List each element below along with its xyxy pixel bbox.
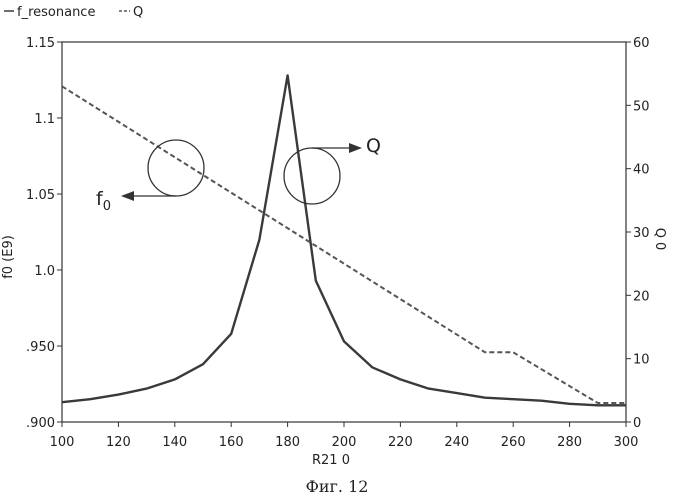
series-line-f-resonance (62, 75, 626, 405)
chart-figure: f_resonance Q 10012014016018020022024026… (0, 0, 675, 500)
y-left-axis-ticks: .900 .950 1.0 1.05 1.1 1.15 (26, 36, 62, 431)
y-left-axis-title: f0 (E9) (1, 235, 16, 279)
y-right-tick-label: 10 (633, 353, 650, 368)
x-tick-label: 160 (219, 435, 244, 450)
y-right-tick-label: 40 (633, 163, 650, 178)
x-tick-label: 180 (275, 435, 300, 450)
y-right-tick-label: 20 (633, 289, 650, 304)
annotation-f0-label: f0 (96, 188, 111, 214)
y-right-tick-label: 0 (633, 416, 641, 431)
series-layer (62, 75, 626, 405)
x-tick-label: 100 (50, 435, 75, 450)
x-axis-title: R21 0 (312, 453, 350, 468)
y-left-tick-label: .950 (26, 340, 55, 355)
annotation-q-arrowhead (349, 143, 362, 153)
x-tick-label: 200 (332, 435, 357, 450)
x-tick-label: 120 (106, 435, 131, 450)
y-left-tick-label: .900 (26, 416, 55, 431)
legend-label-f-resonance: f_resonance (17, 5, 95, 20)
y-right-tick-label: 30 (633, 226, 650, 241)
x-tick-label: 260 (501, 435, 526, 450)
y-right-tick-label: 50 (633, 99, 650, 114)
x-tick-label: 280 (557, 435, 582, 450)
y-left-tick-label: 1.0 (34, 264, 55, 279)
x-axis-ticks: 100 120 140 160 180 200 220 240 260 280 300 (50, 422, 639, 450)
x-tick-label: 140 (162, 435, 187, 450)
annotation-f0: f0 (96, 140, 204, 214)
x-tick-label: 300 (614, 435, 639, 450)
x-tick-label: 220 (388, 435, 413, 450)
annotation-q-circle (284, 148, 340, 204)
x-tick-label: 240 (444, 435, 469, 450)
legend-label-q: Q (133, 5, 143, 20)
annotation-q-label: Q (366, 135, 381, 157)
y-right-tick-label: 60 (633, 36, 650, 51)
legend: f_resonance Q (4, 5, 143, 20)
y-right-axis-ticks: 0 10 20 30 40 50 60 (626, 36, 650, 431)
y-right-axis-title: Q 0 (652, 228, 667, 251)
figure-caption: Фиг. 12 (306, 477, 369, 496)
y-left-tick-label: 1.05 (26, 188, 55, 203)
series-line-q (62, 86, 626, 403)
annotation-f0-arrowhead (121, 191, 134, 201)
plot-area (62, 42, 626, 422)
y-left-tick-label: 1.1 (34, 112, 55, 127)
annotation-f0-circle (148, 140, 204, 196)
annotation-q: Q (284, 135, 381, 204)
y-left-tick-label: 1.15 (26, 36, 55, 51)
